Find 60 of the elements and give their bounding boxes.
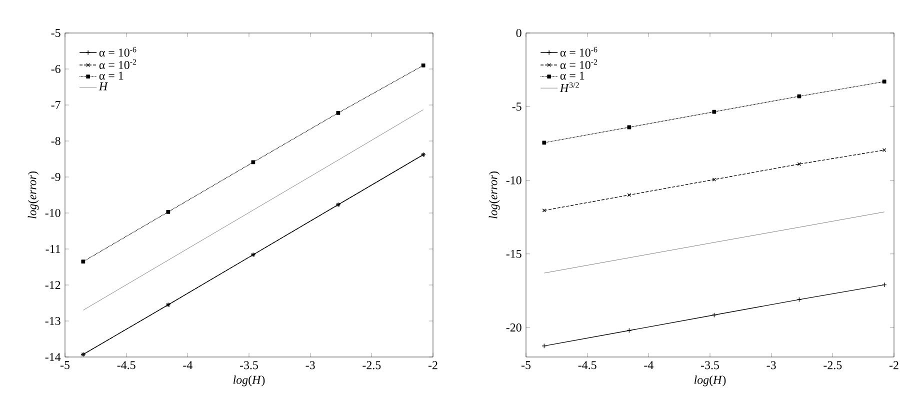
x-tick-label: -4: [644, 361, 654, 370]
point: [712, 312, 717, 318]
x-tick-label: -4: [183, 361, 192, 370]
x-tick-label: -3: [306, 361, 315, 370]
x-tick-label: -2: [889, 361, 898, 370]
line-series: [544, 212, 885, 274]
x-tick-label: -5: [521, 361, 531, 370]
point: [712, 110, 716, 114]
x-tick-label: -2.5: [824, 361, 842, 370]
x-tick-label: -3.5: [240, 361, 258, 370]
x-axis-title: log(H): [233, 375, 265, 386]
x-tick-label: -4.5: [117, 361, 136, 370]
y-tick-label: -12: [45, 281, 60, 289]
x-tick-label: -3.5: [700, 361, 720, 370]
legend-label: α = 10$^{-2}$: [560, 59, 598, 70]
y-tick-label: -10: [45, 208, 60, 218]
point: [882, 148, 886, 152]
y-axis-title: log(error): [28, 171, 39, 218]
y-tick-label: -6: [51, 64, 60, 74]
point: [627, 125, 632, 130]
x-tick-label: -5: [60, 361, 70, 370]
point: [626, 328, 632, 334]
y-tick-label: -13: [45, 316, 60, 326]
y-tick-label: -15: [506, 250, 522, 258]
legend-label: H: [98, 82, 108, 90]
y-tick-label: -5: [51, 29, 60, 37]
point: [797, 162, 802, 166]
y-tick-label: 0: [516, 28, 522, 38]
legend-label: α = 1: [560, 72, 584, 80]
point: [627, 193, 632, 197]
point: [797, 94, 802, 98]
y-tick-label: -14: [45, 353, 61, 361]
y-tick-label: -5: [512, 102, 522, 111]
legend-label: α = 1: [99, 72, 124, 80]
point: [712, 178, 716, 182]
point: [421, 63, 426, 68]
point: [796, 297, 802, 302]
x-axis-title: log(H): [694, 375, 726, 386]
legend-label: α = 10$^{-2}$: [99, 59, 136, 70]
x-tick-label: -2.5: [362, 361, 381, 370]
point: [542, 140, 546, 145]
point: [81, 260, 86, 264]
y-tick-label: -20: [506, 324, 522, 332]
y-tick-label: -10: [506, 176, 522, 184]
point: [542, 208, 546, 212]
y-tick-label: -9: [51, 172, 60, 182]
legend-label: α = 10$^{-6}$: [99, 46, 136, 57]
y-tick-label: -11: [46, 245, 60, 253]
point: [251, 160, 256, 164]
point: [882, 80, 886, 84]
legend-label: H$^{3/2}$: [560, 82, 579, 92]
point: [166, 210, 170, 214]
y-tick-label: -8: [51, 136, 60, 146]
legend-label: α = 10$^{-6}$: [560, 46, 598, 57]
y-axis-title: log(error): [488, 171, 500, 218]
x-tick-label: -4.5: [578, 361, 596, 370]
y-tick-label: -7: [51, 101, 60, 109]
point: [336, 110, 340, 115]
x-tick-label: -2: [428, 361, 438, 370]
x-tick-label: -3: [766, 361, 776, 370]
